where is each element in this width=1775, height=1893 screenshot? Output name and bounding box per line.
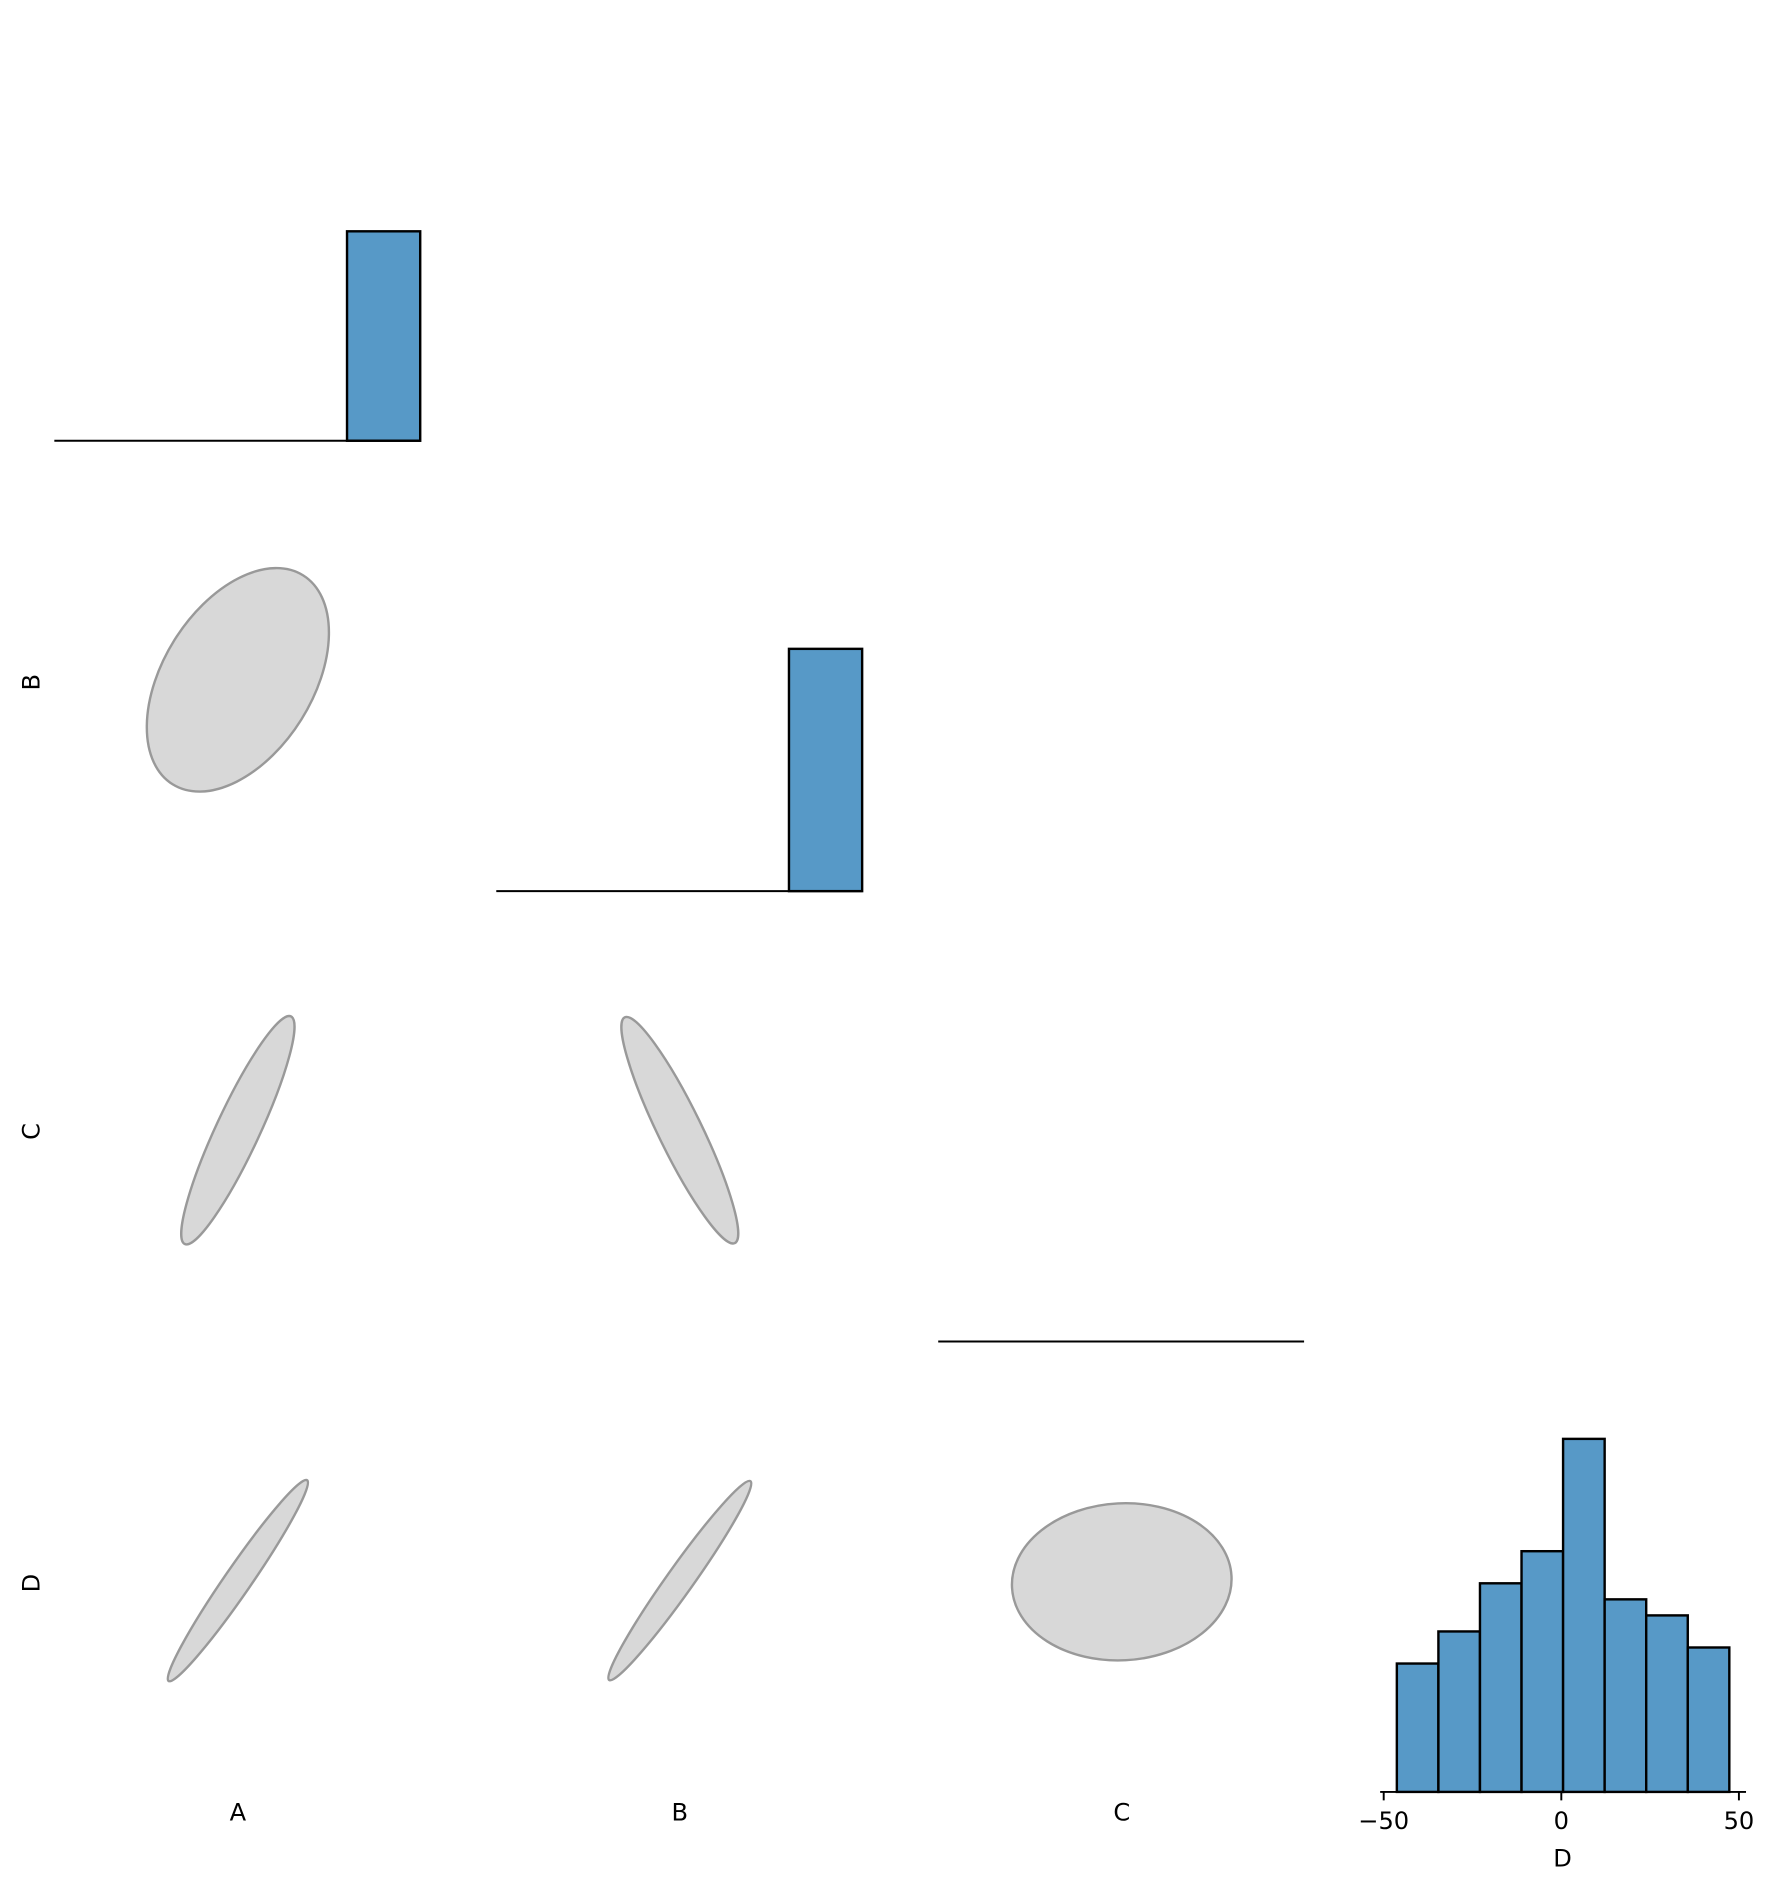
ellipse-a-b [145, 566, 331, 793]
bar [1520, 1549, 1565, 1794]
x-tick-label: −50 [1358, 1807, 1409, 1835]
bar [787, 647, 864, 893]
bar [1561, 1437, 1606, 1794]
y-axis-label: C [18, 1123, 46, 1140]
x-axis-label: A [230, 1799, 247, 1827]
ellipse-c-d [1010, 1502, 1233, 1662]
bar [345, 230, 422, 442]
bar [1478, 1582, 1523, 1794]
y-axis-label: D [18, 1574, 46, 1593]
y-axis-label: B [18, 674, 46, 691]
x-axis-label: D [1553, 1845, 1572, 1873]
ellipse-b-c [620, 1015, 740, 1245]
ellipse-a-c [180, 1014, 296, 1246]
x-axis-label: B [672, 1799, 689, 1827]
bar [1603, 1598, 1648, 1794]
bar [1686, 1646, 1731, 1794]
bar [1644, 1614, 1689, 1794]
bar [1437, 1630, 1482, 1794]
x-tick-label: 0 [1554, 1807, 1569, 1835]
x-axis-label: C [1113, 1799, 1130, 1827]
ellipse-a-d [166, 1478, 310, 1683]
ellipse-b-d [607, 1479, 753, 1682]
x-tick-label: 50 [1724, 1807, 1755, 1835]
bar [1395, 1662, 1440, 1794]
